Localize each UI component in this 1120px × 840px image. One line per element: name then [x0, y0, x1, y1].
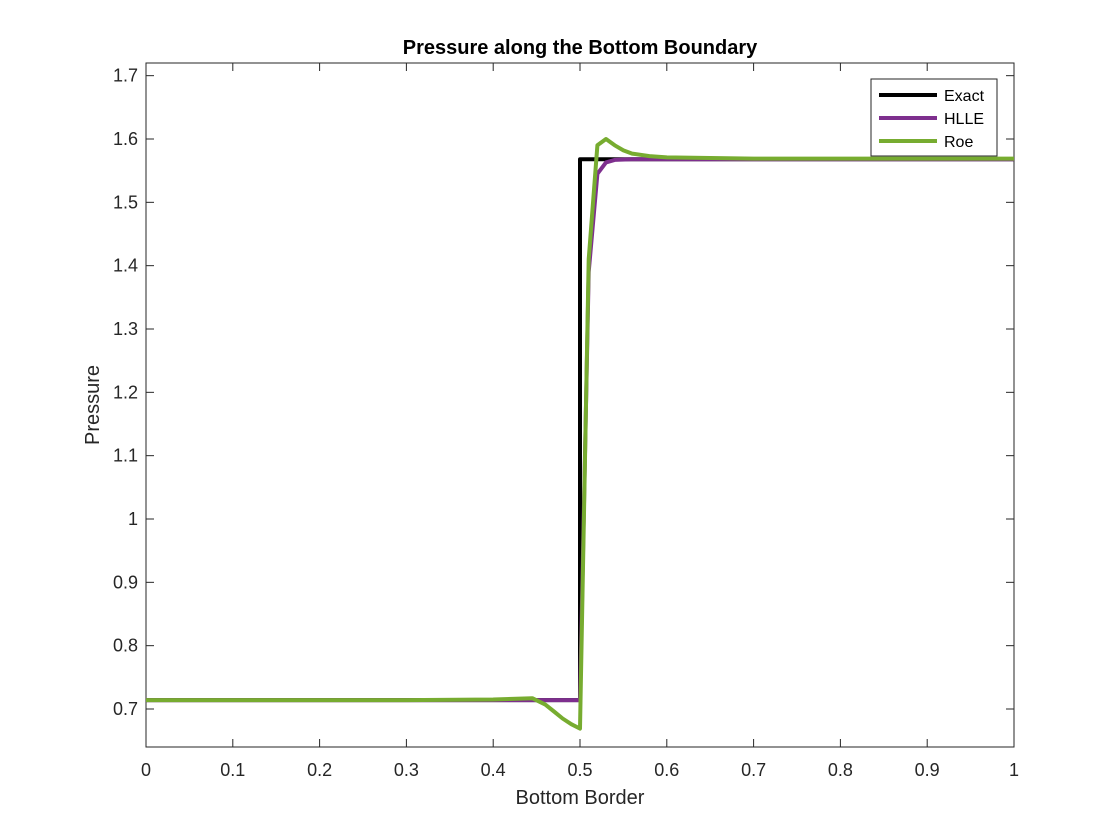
y-tick-label: 0.8 [113, 636, 138, 656]
legend-label-hlle: HLLE [944, 111, 984, 128]
y-tick-label: 1.4 [113, 256, 138, 276]
x-tick-label: 1 [1009, 760, 1019, 780]
x-tick-label: 0.5 [567, 760, 592, 780]
series-line-roe [146, 137, 1014, 731]
x-tick-label: 0.2 [307, 760, 332, 780]
x-axis-title: Bottom Border [516, 787, 645, 809]
x-tick-label: 0.8 [828, 760, 853, 780]
y-tick-label: 1.2 [113, 382, 138, 402]
y-axis-title: Pressure [82, 365, 104, 445]
y-tick-label: 1 [128, 509, 138, 529]
x-tick-label: 0 [141, 760, 151, 780]
legend-label-exact: Exact [944, 88, 985, 105]
y-tick-label: 1.6 [113, 129, 138, 149]
x-tick-label: 0.6 [654, 760, 679, 780]
y-tick-label: 0.9 [113, 572, 138, 592]
legend-label-roe: Roe [944, 134, 973, 151]
y-tick-label: 1.1 [113, 446, 138, 466]
y-tick-label: 1.3 [113, 319, 138, 339]
y-tick-label: 0.7 [113, 699, 138, 719]
x-tick-label: 0.4 [481, 760, 506, 780]
series-lines [146, 137, 1014, 731]
x-tick-label: 0.9 [915, 760, 940, 780]
chart-title: Pressure along the Bottom Boundary [403, 37, 758, 59]
y-tick-label: 1.5 [113, 192, 138, 212]
legend: Exact HLLE Roe [870, 78, 998, 157]
axis-ticks: 0 0.1 0.2 0.3 0.4 0.5 0.6 0.7 0.8 0.9 1 0.7 0.8 0.9 1 1… [113, 63, 1019, 780]
x-tick-label: 0.1 [220, 760, 245, 780]
x-tick-label: 0.3 [394, 760, 419, 780]
x-tick-label: 0.7 [741, 760, 766, 780]
y-tick-label: 1.7 [113, 66, 138, 86]
